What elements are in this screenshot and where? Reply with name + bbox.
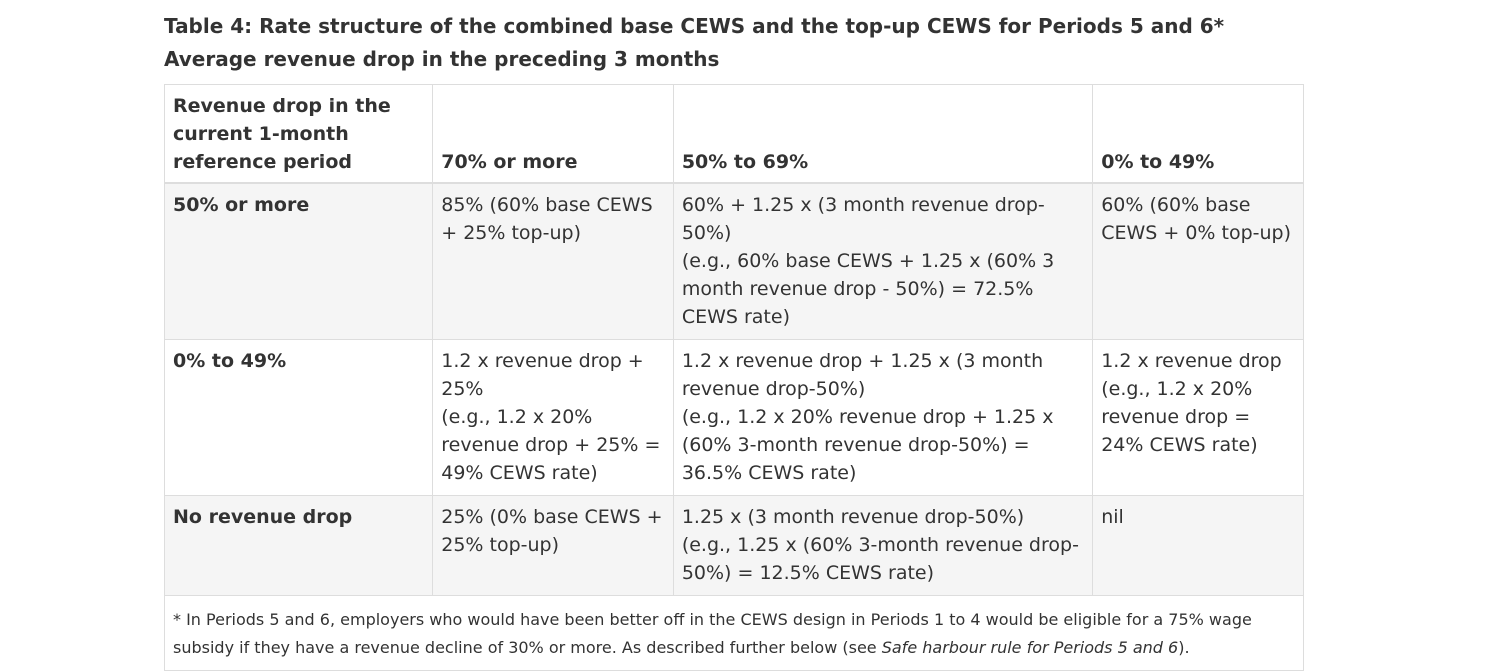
- column-header: 0% to 49%: [1092, 84, 1304, 184]
- table-cell: 1.2 x revenue drop + 1.25 x (3 month rev…: [672, 339, 1094, 496]
- table-cell: nil: [1092, 495, 1304, 596]
- cell-line: (e.g., 1.2 x 20% revenue drop = 24% CEWS…: [1101, 378, 1258, 456]
- table-cell: 1.2 x revenue drop + 25% (e.g., 1.2 x 20…: [432, 339, 674, 496]
- footnote-text: * In Periods 5 and 6, employers who woul…: [173, 610, 1252, 657]
- cell-line: 60% + 1.25 x (3 month revenue drop-50%): [681, 194, 1045, 244]
- table-title: Table 4: Rate structure of the combined …: [164, 14, 1225, 38]
- table-cell: 60% + 1.25 x (3 month revenue drop-50%) …: [672, 182, 1094, 340]
- cell-line: (e.g., 1.2 x 20% revenue drop + 1.25 x (…: [681, 406, 1054, 484]
- table-subtitle: Average revenue drop in the preceding 3 …: [164, 47, 720, 71]
- footnote-row: * In Periods 5 and 6, employers who woul…: [164, 595, 1304, 671]
- header-row: Revenue drop in the current 1-month refe…: [163, 84, 1304, 184]
- cell-line: 1.2 x revenue drop + 1.25 x (3 month rev…: [681, 350, 1044, 400]
- table-caption: Table 4: Rate structure of the combined …: [164, 10, 1304, 76]
- column-header: 50% to 69%: [672, 84, 1094, 184]
- row-header: No revenue drop: [163, 495, 434, 596]
- cell-line: (e.g., 1.25 x (60% 3-month revenue drop-…: [681, 534, 1079, 584]
- cell-line: 60% (60% base CEWS + 0% top-up): [1101, 194, 1292, 244]
- table-cell: 60% (60% base CEWS + 0% top-up): [1092, 182, 1304, 340]
- cell-line: (e.g., 60% base CEWS + 1.25 x (60% 3 mon…: [681, 250, 1055, 328]
- cell-line: (e.g., 1.2 x 20% revenue drop + 25% = 49…: [441, 406, 661, 484]
- cell-line: 1.25 x (3 month revenue drop-50%): [681, 506, 1025, 528]
- column-header: Revenue drop in the current 1-month refe…: [163, 84, 434, 184]
- cell-line: nil: [1101, 506, 1124, 528]
- table-cell: 85% (60% base CEWS + 25% top-up): [432, 182, 674, 340]
- table-container: Table 4: Rate structure of the combined …: [163, 10, 1304, 671]
- cell-line: 85% (60% base CEWS + 25% top-up): [441, 194, 653, 244]
- safe-harbour-reference: Safe harbour rule for Periods 5 and 6: [881, 638, 1179, 657]
- table-row: 0% to 49% 1.2 x revenue drop + 25% (e.g.…: [163, 339, 1304, 496]
- footnote-text-end: ).: [1178, 638, 1190, 657]
- row-header: 50% or more: [163, 182, 434, 340]
- cell-line: 1.2 x revenue drop: [1101, 350, 1282, 372]
- table-cell: 25% (0% base CEWS + 25% top-up): [432, 495, 674, 596]
- cell-line: 25% (0% base CEWS + 25% top-up): [441, 506, 663, 556]
- rate-structure-table: Revenue drop in the current 1-month refe…: [163, 84, 1304, 671]
- table-row: No revenue drop 25% (0% base CEWS + 25% …: [163, 495, 1304, 596]
- table-row: 50% or more 85% (60% base CEWS + 25% top…: [163, 182, 1304, 340]
- column-header: 70% or more: [432, 84, 674, 184]
- footnote: * In Periods 5 and 6, employers who woul…: [164, 595, 1304, 671]
- cell-line: 1.2 x revenue drop + 25%: [441, 350, 644, 400]
- row-header: 0% to 49%: [163, 339, 434, 496]
- table-cell: 1.25 x (3 month revenue drop-50%) (e.g.,…: [672, 495, 1094, 596]
- table-cell: 1.2 x revenue drop (e.g., 1.2 x 20% reve…: [1092, 339, 1304, 496]
